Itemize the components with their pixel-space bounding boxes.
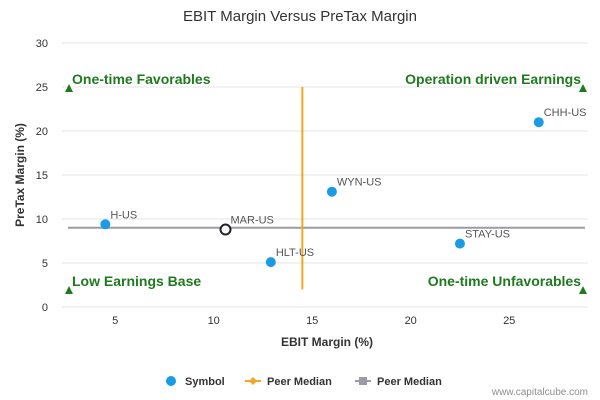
x-axis-label: EBIT Margin (%) [281,335,373,349]
data-point [100,219,111,230]
x-tick-label: 20 [405,315,417,327]
quadrant-labels: One-time Favorables Operation driven Earn… [65,71,587,294]
y-axis-label: PreTax Margin (%) [13,123,27,227]
quadrant-label-top-left: One-time Favorables [72,71,211,87]
y-tick-label: 25 [36,82,48,94]
quadrant-marker-icon [579,84,587,92]
data-point [533,117,544,128]
legend-x-median-label: Peer Median [267,376,332,388]
x-tick-label: 15 [306,315,318,327]
y-tick-label: 0 [42,302,48,314]
data-point-highlight [219,223,232,236]
peer-median-lines [68,87,585,290]
chart-title: EBIT Margin Versus PreTax Margin [183,8,417,25]
legend: Symbol Peer Median Peer Median [166,376,442,388]
axis-ticks: 0 5 10 15 20 25 30 5 10 15 20 25 [36,38,516,327]
data-point-label: H-US [110,209,137,221]
y-tick-label: 20 [36,126,48,138]
y-tick-label: 5 [42,258,48,270]
x-tick-label: 10 [208,315,220,327]
data-point-label: HLT-US [276,247,314,259]
quadrant-label-top-right: Operation driven Earnings [405,71,581,87]
credit-text: www.capitalcube.com [491,387,588,398]
legend-y-median-label: Peer Median [377,376,442,388]
legend-y-median-marker [359,377,367,385]
data-point [454,238,465,249]
grid-lines [62,42,588,308]
quadrant-label-bottom-left: Low Earnings Base [72,273,201,289]
y-tick-label: 30 [36,38,48,50]
data-point-label: WYN-US [337,177,382,189]
data-points: CHH-US WYN-US H-US MAR-US STAY-US HLT-US [100,107,587,268]
data-point [326,186,337,197]
quadrant-marker-icon [65,84,73,92]
data-point-label: CHH-US [544,107,587,119]
x-tick-label: 25 [503,315,515,327]
legend-symbol-marker [166,376,176,386]
quadrant-marker-icon [65,286,73,294]
quadrant-label-bottom-right: One-time Unfavorables [428,273,581,289]
legend-symbol-label: Symbol [185,376,225,388]
y-tick-label: 10 [36,214,48,226]
y-tick-label: 15 [36,170,48,182]
legend-x-median-marker [249,377,257,385]
data-point-label: STAY-US [465,229,510,241]
x-tick-label: 5 [112,315,118,327]
quadrant-marker-icon [579,286,587,294]
data-point-label: MAR-US [231,215,274,227]
data-point [265,257,276,268]
